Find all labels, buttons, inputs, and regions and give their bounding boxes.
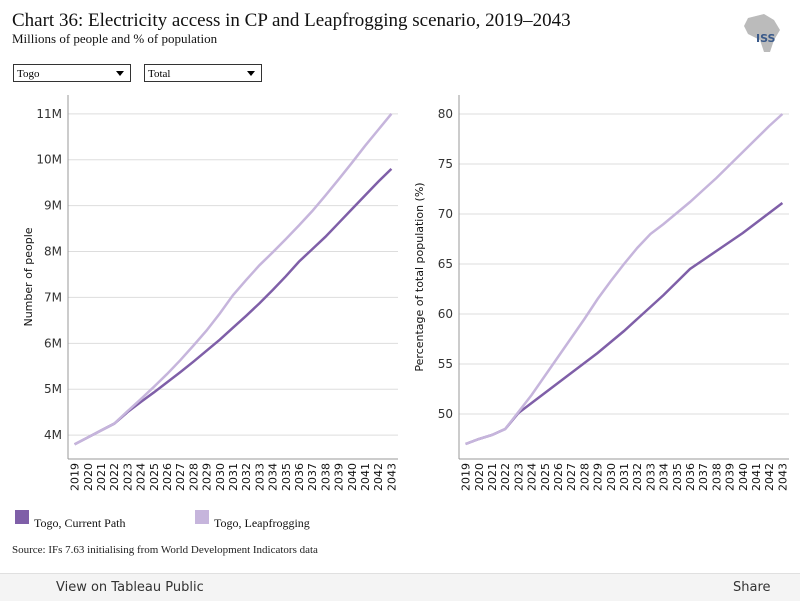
x-tick-label: 2042 <box>372 463 385 491</box>
x-tick-label: 2040 <box>737 463 750 491</box>
x-tick-label: 2031 <box>618 463 631 491</box>
x-tick-label: 2034 <box>658 463 671 491</box>
x-tick-label: 2037 <box>306 463 319 491</box>
y-tick-label: 4M <box>44 428 62 442</box>
x-tick-label: 2032 <box>240 463 253 491</box>
x-tick-label: 2020 <box>82 463 95 491</box>
legend-swatch <box>195 510 209 524</box>
x-tick-label: 2039 <box>333 463 346 491</box>
x-tick-label: 2025 <box>148 463 161 491</box>
x-tick-label: 2031 <box>227 463 240 491</box>
x-tick-label: 2023 <box>512 463 525 491</box>
y-tick-label: 7M <box>44 290 62 304</box>
legend-swatch <box>15 510 29 524</box>
x-tick-label: 2027 <box>565 463 578 491</box>
x-tick-label: 2025 <box>539 463 552 491</box>
dropdown[interactable]: Total <box>144 64 262 82</box>
y-tick-label: 6M <box>44 336 62 350</box>
x-tick-label: 2022 <box>108 463 121 491</box>
y-tick-label: 75 <box>438 157 453 171</box>
legend-label: Togo, Current Path <box>34 516 125 530</box>
x-tick-label: 2021 <box>486 463 499 491</box>
x-tick-label: 2024 <box>526 463 539 491</box>
x-tick-label: 2030 <box>605 463 618 491</box>
x-tick-label: 2033 <box>253 463 266 491</box>
logo: ISS <box>744 14 780 52</box>
x-tick-label: 2033 <box>644 463 657 491</box>
dropdown[interactable]: Togo <box>13 64 131 82</box>
x-tick-label: 2035 <box>280 463 293 491</box>
x-tick-label: 2023 <box>121 463 134 491</box>
y-tick-label: 60 <box>438 307 453 321</box>
x-tick-label: 2019 <box>69 463 82 491</box>
series-line <box>74 168 393 446</box>
x-tick-label: 2028 <box>187 463 200 491</box>
x-tick-label: 2037 <box>697 463 710 491</box>
series-line <box>465 202 784 446</box>
subtitle: Millions of people and % of population <box>12 31 218 46</box>
y-axis-title: Percentage of total population (%) <box>413 182 426 371</box>
x-tick-label: 2027 <box>174 463 187 491</box>
x-tick-label: 2043 <box>776 463 789 491</box>
x-tick-label: 2026 <box>161 463 174 491</box>
y-tick-label: 11M <box>36 107 62 121</box>
source: Source: IFs 7.63 initialising from World… <box>12 544 318 556</box>
x-tick-label: 2019 <box>460 463 473 491</box>
x-tick-label: 2038 <box>710 463 723 491</box>
x-tick-label: 2032 <box>631 463 644 491</box>
x-tick-label: 2024 <box>135 463 148 491</box>
x-tick-label: 2020 <box>473 463 486 491</box>
x-tick-label: 2022 <box>499 463 512 491</box>
x-tick-label: 2035 <box>671 463 684 491</box>
x-tick-label: 2030 <box>214 463 227 491</box>
logo-text: ISS <box>756 32 776 45</box>
x-tick-label: 2040 <box>346 463 359 491</box>
legend-label: Togo, Leapfrogging <box>214 516 310 530</box>
y-tick-label: 9M <box>44 199 62 213</box>
y-tick-label: 55 <box>438 357 453 371</box>
x-tick-label: 2036 <box>684 463 697 491</box>
x-tick-label: 2041 <box>750 463 763 491</box>
title: Chart 36: Electricity access in CP and L… <box>12 10 571 31</box>
x-tick-label: 2034 <box>267 463 280 491</box>
series-line <box>74 113 393 446</box>
x-tick-label: 2038 <box>319 463 332 491</box>
x-tick-label: 2029 <box>592 463 605 491</box>
x-tick-label: 2026 <box>552 463 565 491</box>
y-axis-title: Number of people <box>22 227 35 326</box>
x-tick-label: 2028 <box>578 463 591 491</box>
x-tick-label: 2039 <box>724 463 737 491</box>
x-tick-label: 2043 <box>385 463 398 491</box>
share-button[interactable]: Share <box>733 580 771 595</box>
y-tick-label: 70 <box>438 207 453 221</box>
y-tick-label: 50 <box>438 407 453 421</box>
y-tick-label: 10M <box>36 153 62 167</box>
x-tick-label: 2041 <box>359 463 372 491</box>
series-line <box>465 113 784 446</box>
x-tick-label: 2036 <box>293 463 306 491</box>
y-tick-label: 80 <box>438 107 453 121</box>
y-tick-label: 5M <box>44 382 62 396</box>
x-tick-label: 2029 <box>201 463 214 491</box>
x-tick-label: 2042 <box>763 463 776 491</box>
view-link[interactable]: View on Tableau Public <box>56 580 204 595</box>
toolbar: View on Tableau Public Share <box>0 573 800 601</box>
y-tick-label: 8M <box>44 245 62 259</box>
x-tick-label: 2021 <box>95 463 108 491</box>
y-tick-label: 65 <box>438 257 453 271</box>
